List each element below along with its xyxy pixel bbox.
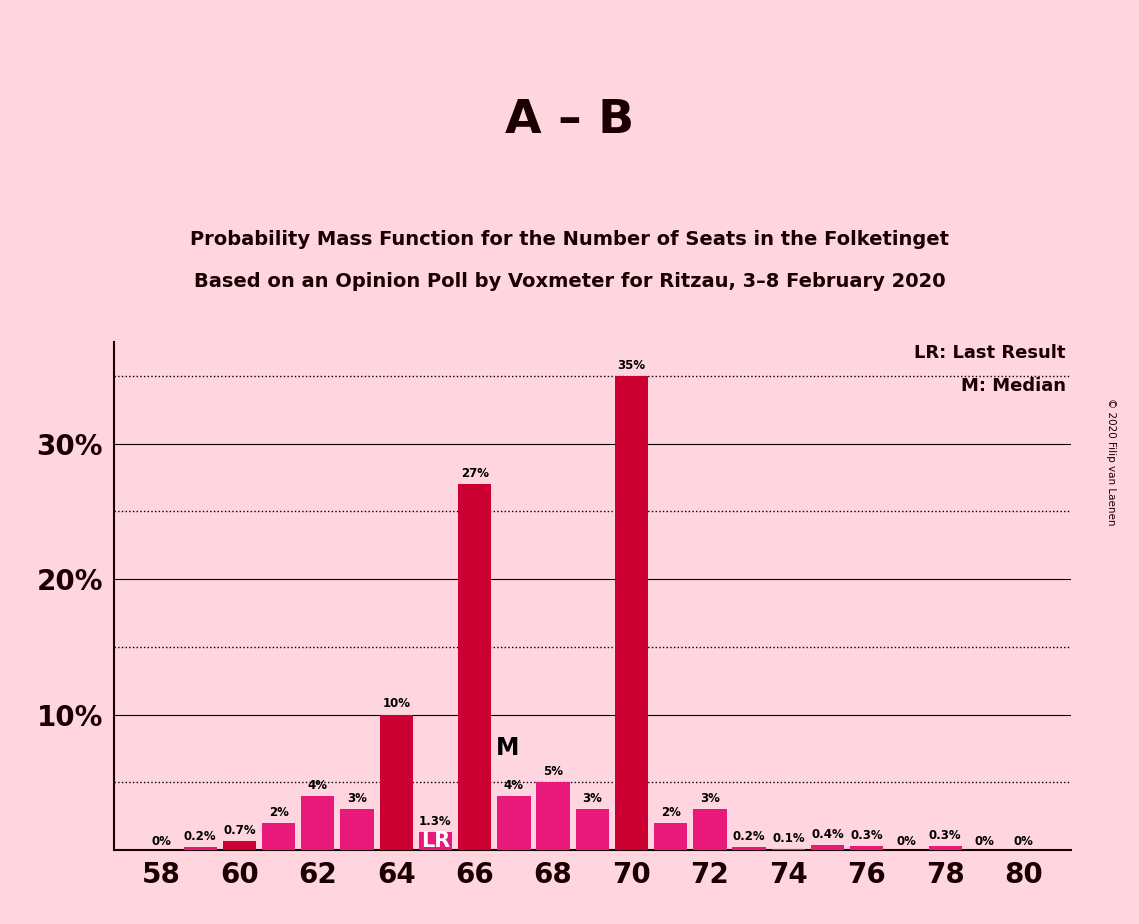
Bar xyxy=(379,714,413,850)
Bar xyxy=(183,847,216,850)
Text: M: M xyxy=(497,736,519,760)
Bar xyxy=(458,484,491,850)
Text: 0.3%: 0.3% xyxy=(929,829,961,842)
Bar xyxy=(732,847,765,850)
Text: M: Median: M: Median xyxy=(961,377,1066,395)
Text: 27%: 27% xyxy=(460,468,489,480)
Text: © 2020 Filip van Laenen: © 2020 Filip van Laenen xyxy=(1106,398,1115,526)
Text: 0.4%: 0.4% xyxy=(811,828,844,841)
Text: LR: LR xyxy=(420,832,450,851)
Text: 3%: 3% xyxy=(700,793,720,806)
Bar xyxy=(301,796,335,850)
Text: 0.3%: 0.3% xyxy=(851,829,883,842)
Bar xyxy=(615,376,648,850)
Bar xyxy=(223,841,256,850)
Text: 0.7%: 0.7% xyxy=(223,823,255,836)
Text: 0%: 0% xyxy=(975,835,994,848)
Text: 3%: 3% xyxy=(347,793,367,806)
Bar xyxy=(694,809,727,850)
Bar xyxy=(654,823,687,850)
Bar xyxy=(850,846,884,850)
Text: 0%: 0% xyxy=(896,835,916,848)
Bar xyxy=(498,796,531,850)
Text: 2%: 2% xyxy=(269,806,288,819)
Bar xyxy=(928,846,961,850)
Bar xyxy=(536,783,570,850)
Text: Probability Mass Function for the Number of Seats in the Folketinget: Probability Mass Function for the Number… xyxy=(190,230,949,249)
Text: 10%: 10% xyxy=(383,698,410,711)
Bar xyxy=(262,823,295,850)
Bar xyxy=(811,845,844,850)
Text: 4%: 4% xyxy=(503,779,524,792)
Bar xyxy=(419,833,452,850)
Text: A – B: A – B xyxy=(505,98,634,142)
Text: 5%: 5% xyxy=(543,765,563,778)
Text: 0.2%: 0.2% xyxy=(183,831,216,844)
Text: 0.2%: 0.2% xyxy=(732,831,765,844)
Text: 0%: 0% xyxy=(1014,835,1033,848)
Text: Based on an Opinion Poll by Voxmeter for Ritzau, 3–8 February 2020: Based on an Opinion Poll by Voxmeter for… xyxy=(194,272,945,291)
Text: 2%: 2% xyxy=(661,806,681,819)
Bar xyxy=(772,849,805,850)
Text: 3%: 3% xyxy=(582,793,603,806)
Text: 1.3%: 1.3% xyxy=(419,815,452,829)
Text: 35%: 35% xyxy=(617,359,646,371)
Text: 0.1%: 0.1% xyxy=(772,832,804,845)
Bar xyxy=(341,809,374,850)
Text: 0%: 0% xyxy=(151,835,171,848)
Text: LR: Last Result: LR: Last Result xyxy=(915,345,1066,362)
Bar xyxy=(575,809,609,850)
Text: 4%: 4% xyxy=(308,779,328,792)
